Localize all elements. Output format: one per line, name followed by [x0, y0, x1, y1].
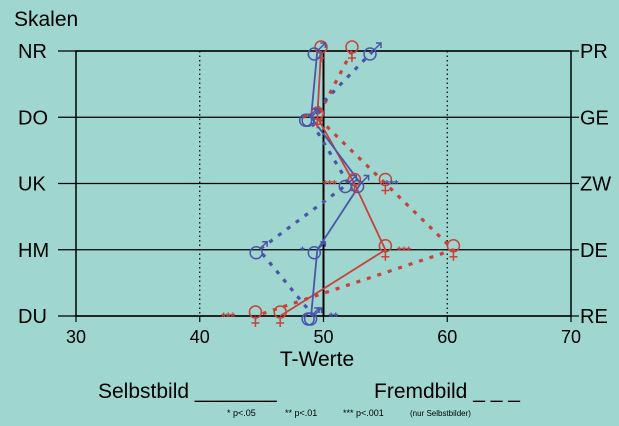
male-symbol-arrowhead: [376, 42, 382, 48]
male-symbol-arrow: [259, 241, 268, 250]
x-axis-title: T-Werte: [280, 348, 354, 371]
male-symbol-arrow: [317, 42, 326, 51]
male-symbol-arrowhead: [363, 174, 370, 181]
significance-mark: *: [300, 244, 305, 258]
male-symbol-arrow: [314, 307, 323, 316]
x-tick-label: 40: [190, 327, 210, 347]
scale-label-right: ZW: [580, 174, 611, 196]
male-symbol-arrow: [309, 108, 318, 117]
series-line-female-solid: [279, 50, 387, 317]
scale-label-left: DU: [18, 306, 47, 328]
female-symbol-point: [273, 305, 287, 327]
x-tick-label: 70: [561, 327, 581, 347]
female-symbol-point: [347, 172, 362, 195]
note-p01: ** p<.01: [285, 408, 317, 418]
male-symbol-point: [303, 307, 323, 326]
note-p05: * p<.05: [227, 408, 256, 418]
scale-label-left: NR: [18, 41, 47, 63]
male-symbol-arrow: [361, 174, 370, 184]
male-symbol-ring: [338, 179, 352, 194]
male-symbol-arrowhead: [316, 307, 323, 313]
female-symbol-point: [378, 172, 393, 195]
male-symbol-point: [298, 108, 318, 127]
scale-label-right: DE: [580, 240, 608, 262]
scale-label-right: RE: [580, 306, 608, 328]
note-only-self: (nur Selbstbilder): [410, 409, 471, 418]
female-symbol-point: [446, 239, 461, 261]
scale-label-right: PR: [580, 41, 608, 63]
male-symbol-arrow: [373, 42, 382, 51]
male-symbol-arrow: [348, 174, 357, 184]
male-symbol-arrowhead: [311, 108, 318, 115]
male-symbol-point: [249, 241, 268, 260]
x-tick-label: 30: [66, 327, 86, 347]
male-symbol-arrowhead: [351, 174, 357, 181]
male-symbol-ring: [303, 312, 318, 326]
male-symbol-arrowhead: [320, 42, 327, 48]
scale-label-right: GE: [580, 107, 609, 129]
x-tick-label: 60: [437, 327, 457, 347]
series-line-male-solid: [310, 50, 362, 317]
female-symbol-point: [310, 106, 325, 129]
male-symbol-ring: [307, 246, 322, 260]
significance-mark: ***: [323, 178, 337, 192]
male-symbol-arrow: [311, 108, 320, 117]
y-axis-title: Skalen: [14, 8, 78, 31]
legend-self-label: Selbstbild _______: [98, 380, 277, 403]
male-symbol-arrow: [317, 241, 326, 250]
scale-label-left: DO: [18, 107, 48, 129]
significance-mark: ***: [221, 310, 235, 324]
female-symbol-point: [248, 305, 263, 327]
note-p001: *** p<.001: [343, 408, 384, 418]
male-symbol-ring: [363, 47, 377, 61]
male-symbol-arrowhead: [262, 241, 268, 247]
scale-label-left: HM: [18, 240, 49, 262]
significance-mark: ***: [385, 178, 399, 192]
male-symbol-arrowhead: [320, 241, 327, 247]
significance-mark: **: [329, 310, 339, 324]
male-symbol-point: [307, 42, 327, 61]
female-symbol-point: [345, 40, 359, 62]
male-symbol-point: [338, 174, 357, 194]
male-symbol-point: [363, 42, 382, 61]
male-symbol-ring: [298, 113, 313, 127]
x-tick-label: 50: [313, 327, 333, 347]
female-symbol-point: [378, 239, 393, 261]
significance-mark: ***: [397, 244, 411, 258]
significance-mark: *: [303, 111, 308, 125]
male-symbol-ring: [307, 47, 322, 61]
legend-other-label: Fremdbild _ _ _: [374, 380, 520, 403]
series-line-male-dashed: [256, 49, 375, 318]
male-symbol-ring: [249, 246, 263, 260]
scale-label-left: UK: [18, 174, 46, 196]
male-symbol-point: [307, 241, 327, 260]
